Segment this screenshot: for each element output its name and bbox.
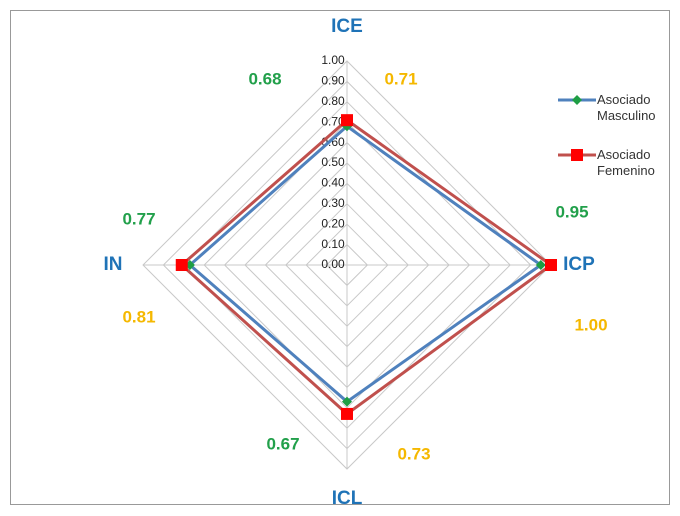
data-label: 0.77 bbox=[122, 209, 155, 228]
category-label: ICE bbox=[331, 16, 363, 37]
r-tick-label: 0.50 bbox=[321, 155, 345, 169]
r-tick-label: 1.00 bbox=[321, 53, 345, 67]
r-tick-label: 0.30 bbox=[321, 196, 345, 210]
data-label: 0.67 bbox=[266, 434, 299, 453]
marker bbox=[535, 260, 546, 270]
marker bbox=[545, 259, 557, 271]
legend-marker bbox=[571, 149, 583, 161]
data-label: 0.68 bbox=[248, 69, 281, 88]
r-tick-label: 0.70 bbox=[321, 114, 345, 128]
legend-label: Asociado Femenino bbox=[597, 147, 655, 178]
legend-marker bbox=[572, 95, 582, 105]
marker bbox=[341, 114, 353, 127]
data-label: 0.73 bbox=[397, 444, 430, 463]
marker bbox=[342, 396, 352, 407]
category-label: ICL bbox=[332, 488, 363, 509]
r-tick-label: 0.20 bbox=[321, 216, 345, 230]
data-label: 0.71 bbox=[384, 69, 417, 88]
r-tick-label: 0.40 bbox=[321, 176, 345, 190]
frame bbox=[10, 10, 670, 505]
category-label: ICP bbox=[563, 254, 595, 275]
marker bbox=[175, 259, 188, 271]
category-label: IN bbox=[104, 254, 123, 275]
r-tick-label: 0.00 bbox=[321, 257, 345, 271]
r-tick-label: 0.90 bbox=[321, 74, 345, 88]
marker bbox=[341, 407, 353, 420]
r-tick-label: 0.80 bbox=[321, 94, 345, 108]
data-label: 0.95 bbox=[555, 202, 588, 221]
data-label: 0.81 bbox=[122, 307, 155, 326]
data-label: 1.00 bbox=[574, 315, 607, 334]
legend-label: Asociado Masculino bbox=[597, 92, 656, 123]
r-tick-label: 0.10 bbox=[321, 237, 345, 251]
